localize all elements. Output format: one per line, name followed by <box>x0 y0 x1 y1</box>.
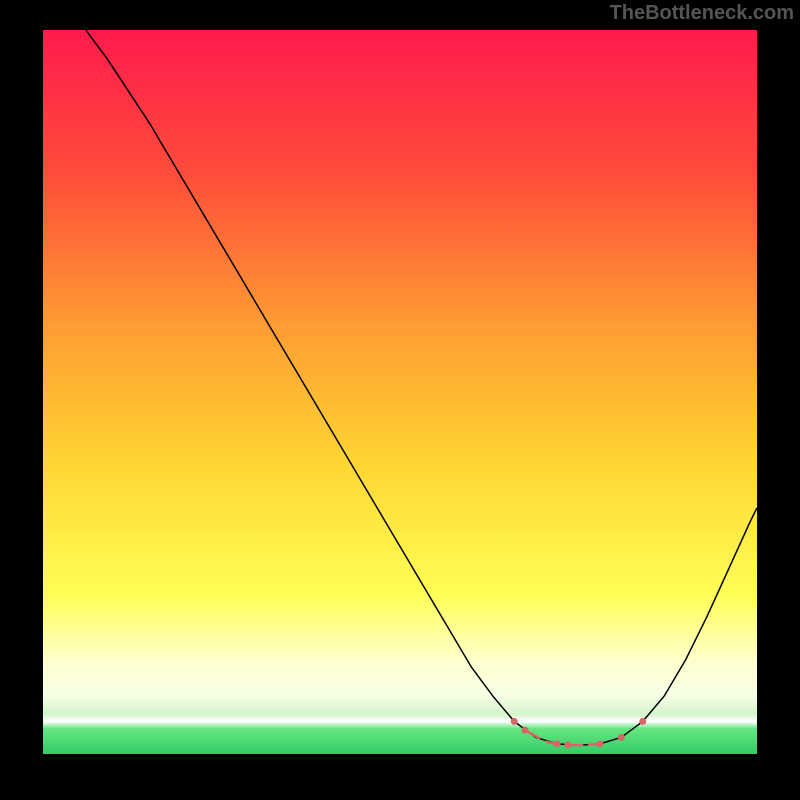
chart-svg <box>43 30 757 754</box>
bottleneck-chart <box>43 30 757 754</box>
gradient-background <box>43 30 757 754</box>
watermark-text: TheBottleneck.com <box>610 2 794 25</box>
